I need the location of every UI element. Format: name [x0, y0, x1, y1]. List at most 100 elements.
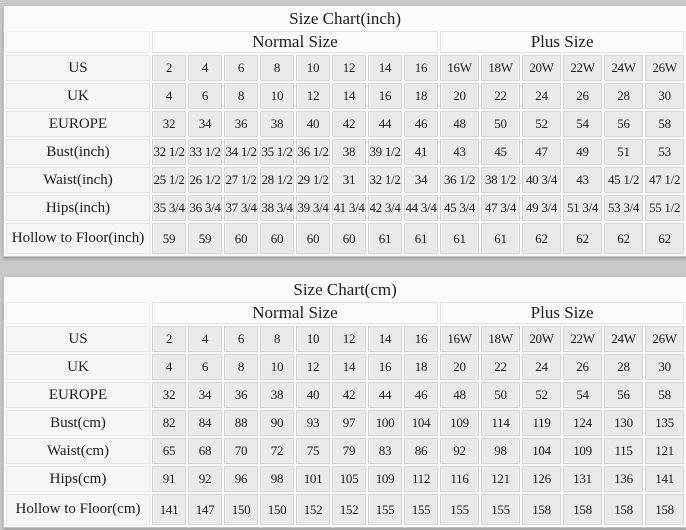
value-cell: 24W [604, 326, 643, 352]
value-cell: 131 [563, 466, 602, 492]
value-cell: 16 [368, 354, 402, 380]
value-cell: 155 [404, 494, 438, 525]
value-cell: 16W [440, 326, 479, 352]
value-cell: 61 [404, 223, 438, 254]
value-cell: 2 [152, 55, 186, 81]
value-cell: 41 [404, 139, 438, 165]
value-cell: 4 [152, 354, 186, 380]
value-cell: 109 [368, 466, 402, 492]
value-cell: 42 3/4 [368, 195, 402, 221]
table-row: US 2 4 6 8 10 12 14 16 16W 18W 20W 22W 24W 26W [6, 326, 685, 352]
value-cell: 88 [224, 410, 258, 436]
value-cell: 70 [224, 438, 258, 464]
table-row: Hollow to Floor(inch) 59 59 60 60 60 60 61 61 61 6… [6, 223, 685, 254]
table-row: Hips(inch) 35 3/4 36 3/4 37 3/4 38 3/4 39 3/4… [6, 195, 685, 221]
row-label: Bust(inch) [6, 139, 150, 165]
value-cell: 10 [260, 354, 294, 380]
table-row: UK 4 6 8 10 12 14 16 18 20 22 24 26 28 30 [6, 83, 685, 109]
value-cell: 34 [404, 167, 438, 193]
value-cell: 98 [260, 466, 294, 492]
value-cell: 124 [563, 410, 602, 436]
table-row: Bust(cm) 82 84 88 90 93 97 100 104 109 114 119 124 13… [6, 410, 685, 436]
value-cell: 51 [604, 139, 643, 165]
value-cell: 6 [188, 83, 222, 109]
value-cell: 97 [332, 410, 366, 436]
value-cell: 60 [332, 223, 366, 254]
value-cell: 8 [224, 83, 258, 109]
row-label: Hollow to Floor(inch) [6, 223, 150, 254]
value-cell: 24 [522, 354, 561, 380]
size-chart-table-1: Size Chart(cm) Normal Size Plus Size US 2 4 6 8… [3, 276, 686, 528]
group-header: Normal Size [152, 31, 438, 53]
value-cell: 24W [604, 55, 643, 81]
value-cell: 86 [404, 438, 438, 464]
value-cell: 104 [404, 410, 438, 436]
value-cell: 37 3/4 [224, 195, 258, 221]
value-cell: 147 [188, 494, 222, 525]
value-cell: 20 [440, 83, 479, 109]
value-cell: 109 [563, 438, 602, 464]
value-cell: 20W [522, 326, 561, 352]
value-cell: 52 [522, 111, 561, 137]
value-cell: 44 [368, 111, 402, 137]
value-cell: 26 1/2 [188, 167, 222, 193]
value-cell: 28 [604, 83, 643, 109]
table-row: EUROPE 32 34 36 38 40 42 44 46 48 50 52 54 56 58 [6, 382, 685, 408]
value-cell: 62 [522, 223, 561, 254]
value-cell: 52 [522, 382, 561, 408]
value-cell: 49 [563, 139, 602, 165]
value-cell: 114 [481, 410, 520, 436]
value-cell: 12 [296, 354, 330, 380]
value-cell: 34 1/2 [224, 139, 258, 165]
value-cell: 36 [224, 382, 258, 408]
value-cell: 47 1/2 [645, 167, 685, 193]
group-header: Plus Size [440, 31, 685, 53]
value-cell: 58 [645, 382, 685, 408]
value-cell: 4 [152, 83, 186, 109]
value-cell: 53 [645, 139, 685, 165]
value-cell: 48 [440, 382, 479, 408]
value-cell: 14 [332, 83, 366, 109]
value-cell: 26W [645, 55, 685, 81]
value-cell: 14 [368, 326, 402, 352]
value-cell: 79 [332, 438, 366, 464]
value-cell: 2 [152, 326, 186, 352]
value-cell: 121 [481, 466, 520, 492]
value-cell: 8 [260, 55, 294, 81]
value-cell: 22W [563, 326, 602, 352]
value-cell: 24 [522, 83, 561, 109]
value-cell: 101 [296, 466, 330, 492]
value-cell: 36 [224, 111, 258, 137]
value-cell: 20W [522, 55, 561, 81]
value-cell: 93 [296, 410, 330, 436]
value-cell: 18 [404, 83, 438, 109]
value-cell: 40 3/4 [522, 167, 561, 193]
value-cell: 45 [481, 139, 520, 165]
value-cell: 38 3/4 [260, 195, 294, 221]
value-cell: 28 [604, 354, 643, 380]
value-cell: 112 [404, 466, 438, 492]
value-cell: 42 [332, 382, 366, 408]
value-cell: 27 1/2 [224, 167, 258, 193]
value-cell: 61 [440, 223, 479, 254]
table-row: Hollow to Floor(cm) 141 147 150 150 152 152 155… [6, 494, 685, 525]
value-cell: 130 [604, 410, 643, 436]
value-cell: 16 [368, 83, 402, 109]
value-cell: 60 [296, 223, 330, 254]
value-cell: 72 [260, 438, 294, 464]
value-cell: 135 [645, 410, 685, 436]
value-cell: 28 1/2 [260, 167, 294, 193]
value-cell: 53 3/4 [604, 195, 643, 221]
value-cell: 65 [152, 438, 186, 464]
value-cell: 51 3/4 [563, 195, 602, 221]
value-cell: 48 [440, 111, 479, 137]
value-cell: 158 [604, 494, 643, 525]
corner-cell [6, 31, 150, 53]
table-row: Waist(inch) 25 1/2 26 1/2 27 1/2 28 1/2 29 1/… [6, 167, 685, 193]
value-cell: 36 1/2 [440, 167, 479, 193]
value-cell: 10 [296, 326, 330, 352]
value-cell: 30 [645, 83, 685, 109]
value-cell: 152 [296, 494, 330, 525]
value-cell: 40 [296, 382, 330, 408]
